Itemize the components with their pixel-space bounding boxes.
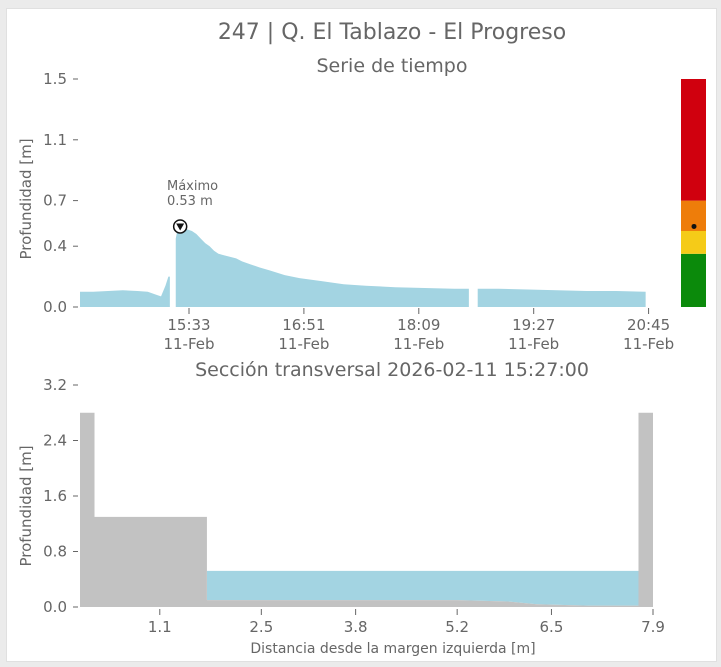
cross-section-x-tick-label: 1.1 (148, 618, 172, 636)
time-series-x-tick-date: 11-Feb (278, 335, 329, 353)
max-annotation: Máximo 0.53 m (167, 179, 218, 234)
cross-section-title: Sección transversal 2026-02-11 15:27:00 (195, 359, 589, 381)
cross-section-y-ticks: 0.0 0.8 1.6 2.4 3.2 (43, 376, 78, 616)
time-series-chart: Serie de tiempo Profundidad [m] 0.00.40.… (17, 55, 706, 353)
time-series-y-tick-label: 0.7 (43, 192, 67, 210)
time-series-area-layer (80, 226, 646, 307)
time-series-x-tick-time: 15:33 (167, 316, 210, 334)
cross-section-y-tick-label: 1.6 (43, 487, 67, 505)
cross-section-chart: Sección transversal 2026-02-11 15:27:00 … (17, 359, 665, 657)
cross-section-ylabel: Profundidad [m] (17, 445, 35, 566)
time-series-area-segment (80, 276, 170, 307)
time-series-area-segment (477, 288, 646, 307)
cross-section-y-tick-label: 0.8 (43, 543, 67, 561)
time-series-x-tick-time: 18:09 (397, 316, 440, 334)
time-series-ylabel: Profundidad [m] (17, 138, 35, 259)
cross-section-x-tick-label: 2.5 (249, 618, 273, 636)
time-series-x-tick-time: 16:51 (282, 316, 325, 334)
time-series-title: Serie de tiempo (317, 55, 468, 77)
cross-section-x-tick-label: 3.8 (344, 618, 368, 636)
time-series-y-tick-label: 1.1 (43, 131, 67, 149)
cross-section-x-ticks: 1.1 2.5 3.8 5.2 6.5 7.9 (148, 609, 665, 636)
cross-section-x-tick-label: 7.9 (641, 618, 665, 636)
time-series-x-tick-date: 11-Feb (508, 335, 559, 353)
level-band (681, 253, 706, 307)
time-series-x-tick-date: 11-Feb (393, 335, 444, 353)
time-series-x-tick-time: 19:27 (512, 316, 555, 334)
cross-section-y-tick-label: 2.4 (43, 432, 67, 450)
time-series-y-tick-label: 1.5 (43, 70, 67, 88)
time-series-area-segment (175, 226, 469, 307)
figure-canvas: 247 | Q. El Tablazo - El Progreso Serie … (17, 20, 706, 657)
chart-card: 247 | Q. El Tablazo - El Progreso Serie … (6, 8, 717, 662)
cross-section-terrain-area (80, 412, 653, 607)
page-title: 247 | Q. El Tablazo - El Progreso (218, 20, 566, 45)
level-band (681, 231, 706, 254)
time-series-x-tick-time: 20:45 (627, 316, 670, 334)
level-band (681, 79, 706, 201)
time-series-y-ticks: 0.0 0.4 0.7 1.1 1.5 (43, 70, 78, 316)
max-annotation-label: Máximo (167, 179, 218, 194)
cross-section-y-tick-label: 0.0 (43, 598, 67, 616)
cross-section-x-tick-label: 6.5 (540, 618, 564, 636)
time-series-y-tick-label: 0.0 (43, 298, 67, 316)
cross-section-xlabel: Distancia desde la margen izquierda [m] (250, 641, 535, 657)
max-annotation-value: 0.53 m (167, 194, 213, 209)
level-alert-bar (681, 79, 706, 307)
time-series-y-tick-label: 0.4 (43, 237, 67, 255)
max-marker-arrow-icon (176, 223, 185, 231)
cross-section-y-tick-label: 3.2 (43, 376, 67, 394)
current-level-marker (691, 223, 697, 229)
cross-section-plot-layer (80, 412, 653, 607)
time-series-x-ticks: 15:3311-Feb16:5111-Feb18:0911-Feb19:2711… (163, 308, 674, 353)
time-series-x-tick-date: 11-Feb (623, 335, 674, 353)
time-series-x-tick-date: 11-Feb (163, 335, 214, 353)
cross-section-water-area (206, 570, 639, 606)
cross-section-x-tick-label: 5.2 (445, 618, 469, 636)
